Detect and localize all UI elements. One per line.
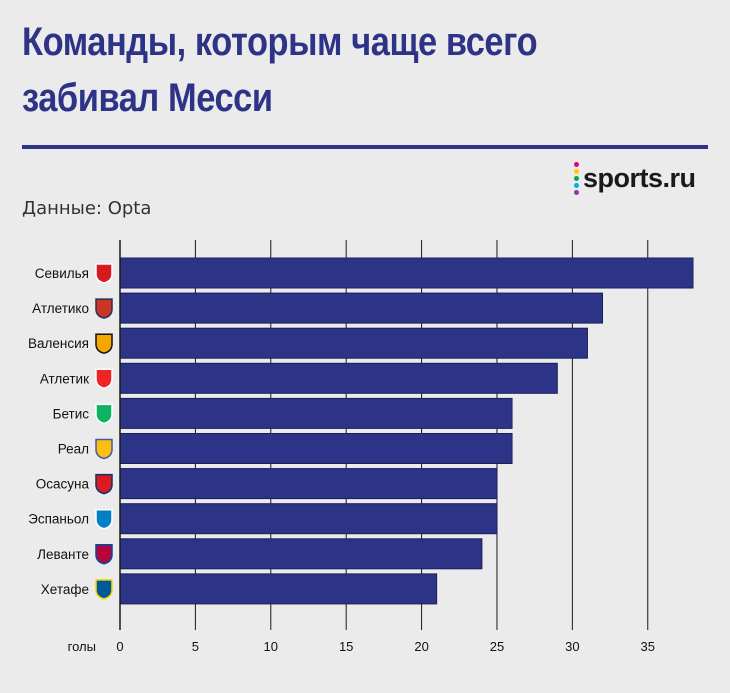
logo-dot [574,175,579,181]
espanyol-crest-icon [95,508,113,530]
bar [119,397,513,429]
chart-title: Команды, которым чаще всего забивал Месс… [22,20,538,120]
logo-dot [574,189,579,195]
bar [119,292,604,324]
x-tick-label: 25 [490,639,504,654]
x-tick-label: 20 [414,639,428,654]
x-tick-label: 30 [565,639,579,654]
x-tick-label: 10 [264,639,278,654]
category-label: Эспаньол [28,512,89,527]
logo-dot [574,182,579,188]
valencia-crest-icon [95,333,113,354]
category-label: Валенсия [28,336,89,351]
data-source: Данные: Opta [22,198,152,219]
getafe-crest-icon [95,579,113,600]
logo-dot [574,168,579,174]
bar [119,362,558,394]
logo-dot [574,161,579,167]
category-label: Атлетик [40,371,89,386]
sports-ru-logo: sports.ru [574,160,696,196]
category-label: Леванте [37,547,89,562]
atletico-crest-icon [95,298,113,319]
category-label: Атлетико [32,301,89,316]
logo-text: sports.ru [583,162,696,193]
athletic-crest-icon [95,368,113,390]
bar [119,573,438,605]
sevilla-crest-icon [95,263,113,284]
x-tick-label: 0 [116,639,123,654]
bar [119,503,498,535]
x-axis-label: голы [68,639,96,654]
category-label: Осасуна [36,477,90,492]
x-tick-label: 15 [339,639,353,654]
bar [119,433,513,464]
title-divider [22,145,708,149]
bar [119,327,588,359]
x-tick-label: 35 [641,639,655,654]
bar [119,538,483,570]
category-label: Бетис [53,406,90,421]
bar [119,257,694,289]
x-tick-label: 5 [192,639,199,654]
category-label: Реал [58,442,89,457]
logo-dots [574,161,579,195]
category-label: Севилья [35,266,89,281]
bar [119,468,498,500]
levante-crest-icon [95,544,113,565]
real-madrid-crest-icon [95,438,113,460]
osasuna-crest-icon [95,473,113,495]
category-label: Хетафе [41,582,89,597]
betis-crest-icon [95,403,113,425]
